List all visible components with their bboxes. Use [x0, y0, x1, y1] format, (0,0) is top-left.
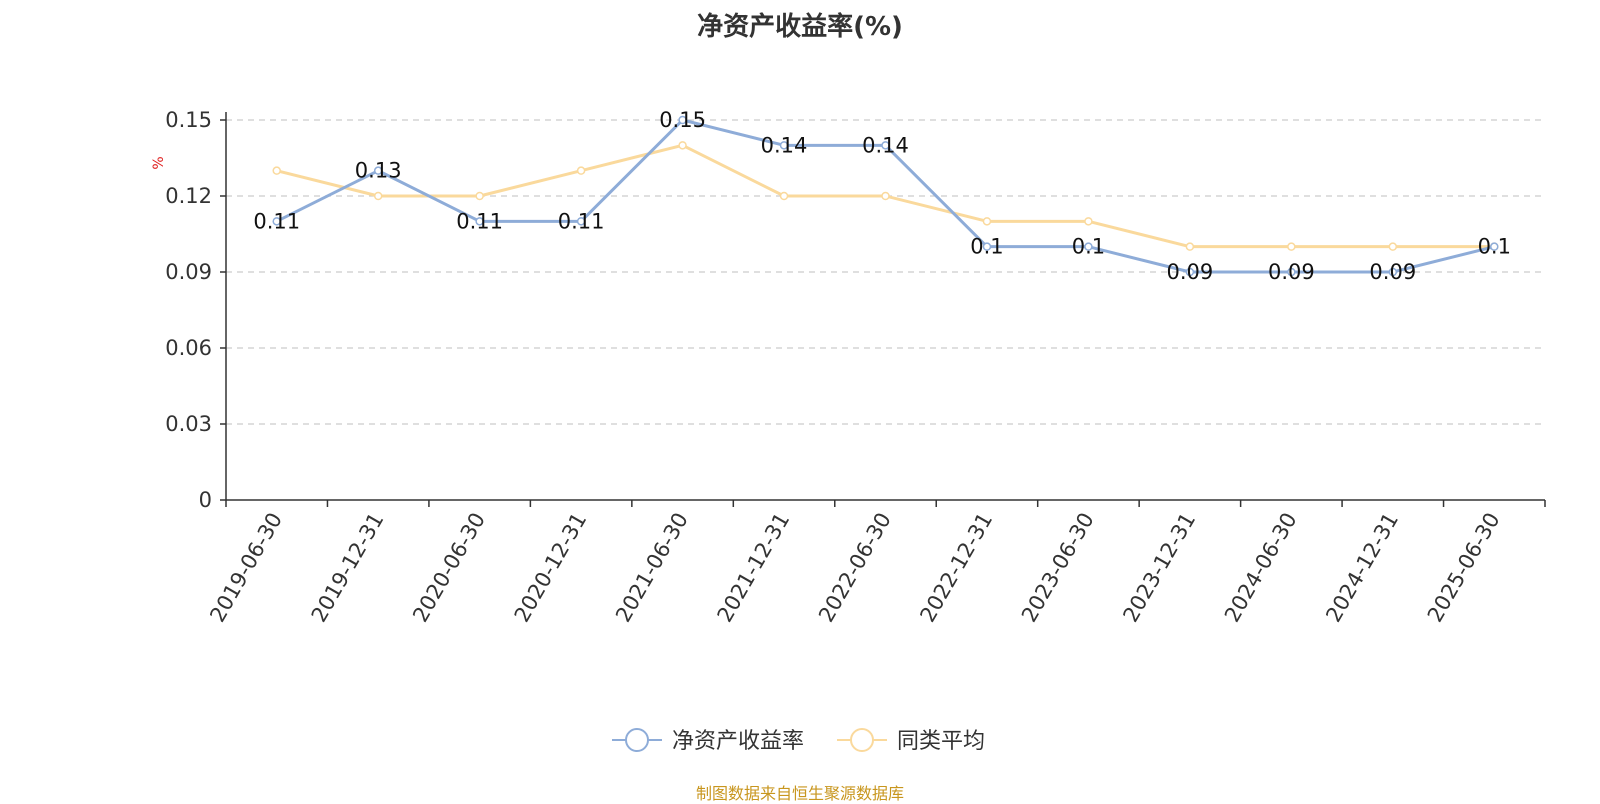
data-point	[1287, 242, 1296, 251]
data-point	[576, 166, 586, 175]
data-point	[1287, 267, 1296, 277]
data-point	[982, 242, 992, 251]
x-tick-label: 2021-06-30	[611, 509, 693, 627]
data-point	[373, 191, 383, 201]
data-point	[779, 191, 789, 201]
x-tick-label: 2023-12-31	[1118, 509, 1200, 627]
x-tick-label: 2024-06-30	[1220, 509, 1302, 627]
x-tick-label: 2025-06-30	[1423, 509, 1505, 627]
x-tick-label: 2020-06-30	[408, 508, 490, 626]
source-footer: 制图数据来自恒生聚源数据库	[695, 784, 904, 803]
data-point	[1388, 242, 1398, 251]
data-point	[272, 217, 281, 226]
x-tick-label: 2024-12-31	[1321, 509, 1403, 627]
legend-label: 同类平均	[897, 729, 985, 754]
data-label: 0.1	[1072, 235, 1105, 259]
chart-title: 净资产收益率(%)	[697, 12, 903, 42]
data-label: 0.11	[253, 209, 300, 233]
data-label: 0.09	[1268, 260, 1315, 284]
legend-marker	[625, 728, 649, 752]
y-tick-label: 0.12	[165, 184, 212, 208]
legend-marker	[850, 728, 874, 752]
data-point	[1490, 242, 1499, 251]
data-label: 0.09	[1167, 260, 1214, 284]
data-label: 0.09	[1369, 260, 1416, 284]
data-point	[1084, 242, 1093, 251]
x-tick-label: 2021-12-31	[713, 509, 795, 627]
y-tick-label: 0.15	[165, 108, 212, 132]
data-point	[576, 217, 586, 226]
y-tick-label: 0.09	[165, 260, 212, 284]
x-tick-label: 2020-12-31	[510, 509, 592, 627]
data-label: 0.1	[970, 235, 1003, 259]
data-point	[881, 141, 890, 150]
x-tick-label: 2022-06-30	[814, 509, 896, 627]
data-point	[1185, 267, 1195, 277]
data-point	[373, 166, 383, 175]
y-tick-label: 0	[199, 488, 212, 512]
data-point	[475, 191, 484, 201]
data-label: 0.14	[761, 133, 808, 157]
legend-label: 净资产收益率	[672, 729, 804, 754]
data-label: 0.14	[862, 133, 909, 157]
data-point	[475, 217, 484, 226]
data-labels: 0.11 0.13 0.11 0.11 0.15 0.14 0.14 0.1 0.1 0.09 0.…	[253, 108, 1511, 284]
data-point	[982, 217, 992, 226]
data-label: 0.1	[1478, 235, 1511, 259]
data-point	[1185, 242, 1195, 251]
data-label: 0.13	[355, 159, 402, 183]
x-tick-label: 2019-06-30	[205, 509, 287, 627]
data-label: 0.11	[558, 209, 605, 233]
data-point	[881, 191, 890, 201]
data-point	[779, 141, 789, 150]
y-axis-label: %	[151, 156, 167, 169]
series	[272, 115, 1499, 277]
legend[interactable]: 净资产收益率 同类平均	[612, 728, 985, 754]
data-label: 0.11	[456, 209, 503, 233]
data-point	[1388, 267, 1398, 277]
data-point	[678, 141, 687, 150]
y-tick-label: 0.06	[165, 336, 212, 360]
data-label: 0.15	[659, 108, 706, 132]
data-point	[272, 166, 281, 175]
axes: 0 0.03 0.06 0.09 0.12 0.15 2019-06-30 2019-12-3…	[165, 108, 1546, 627]
y-tick-label: 0.03	[165, 412, 212, 436]
data-point	[678, 115, 687, 125]
x-tick-label: 2019-12-31	[307, 509, 389, 627]
x-tick-label: 2023-06-30	[1017, 509, 1099, 627]
data-point	[1084, 217, 1093, 226]
x-tick-label: 2022-12-31	[915, 509, 997, 627]
